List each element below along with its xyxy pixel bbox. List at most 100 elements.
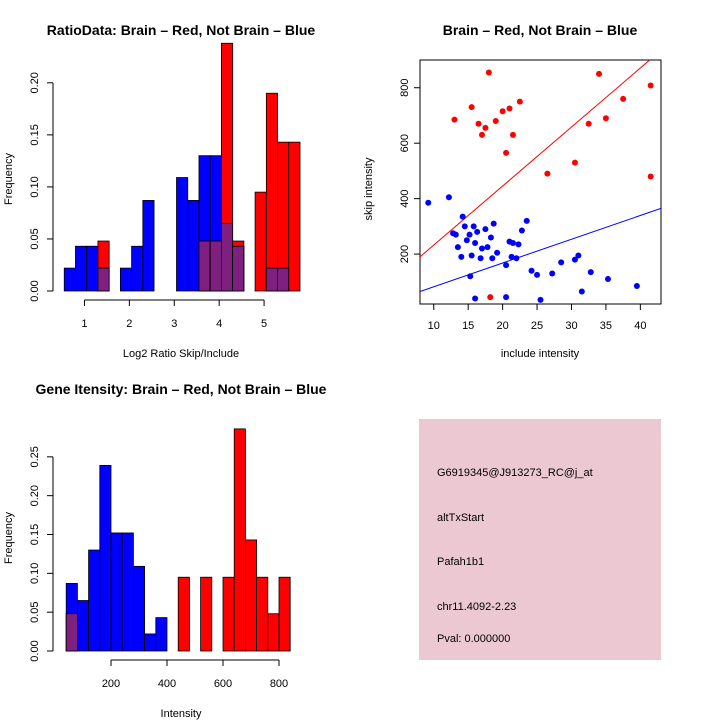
not-brain-point [461,223,468,230]
x-tick-label: 600 [214,678,232,690]
x-tick-label: 400 [158,678,176,690]
ratio-histogram-ylabel: Frequency [3,153,15,205]
not-brain-point [482,226,489,233]
ratio-histogram-axes: 1 2 3 4 5 0.00 0.05 0.10 0.15 0.20 [29,72,267,330]
y-tick-label: 200 [399,245,411,263]
y-tick-label: 0.10 [29,176,41,197]
brain-bar [254,191,267,292]
not-brain-point [513,255,520,262]
y-tick-label: 0.20 [29,72,41,93]
x-tick-label: 35 [600,320,612,332]
overlap-bar [265,267,278,292]
brain-point [478,131,485,138]
not-brain-point [490,220,497,227]
not-brain-bar [121,532,134,652]
not-brain-point [537,296,544,303]
y-tick-label: 0.05 [29,228,41,249]
brain-point [516,98,523,105]
not-brain-bar [119,267,133,292]
not-brain-point [472,240,479,246]
not-brain-point [523,217,530,224]
overlap-bar [198,240,211,292]
not-brain-point [454,244,461,251]
brain-point [620,95,627,102]
x-tick-label: 200 [102,678,120,690]
p-value: Pval: 0.000000 [437,633,510,645]
not-brain-point [633,282,640,289]
not-brain-point [503,262,510,269]
brain-point [647,173,654,180]
brain-point [487,294,494,301]
not-brain-bar [110,532,123,652]
probe-id: G6919345@J913273_RC@j_at [437,467,593,479]
not-brain-bar [88,549,101,652]
brain-point [475,120,482,127]
not-brain-bar [187,200,200,292]
not-brain-point [487,234,494,241]
x-tick-label: 40 [634,320,646,332]
not-brain-bar [86,245,99,292]
not-brain-bar [63,267,76,292]
not-brain-point [468,252,475,259]
overlap-bar [65,613,78,652]
not-brain-point [549,270,556,277]
y-tick-label: 0.05 [29,601,41,622]
overlap-bar [277,267,290,292]
gene-histogram-title: Gene Itensity: Brain – Red, Not Brain – … [36,381,327,397]
brain-bar [267,613,280,652]
brain-bar [200,576,213,652]
not-brain-bar [131,245,144,292]
not-brain-bar [77,600,90,652]
overlap-bar [209,240,222,292]
x-tick-label: 15 [462,320,474,332]
event-type: altTxStart [437,512,484,524]
not-brain-point [478,245,485,252]
not-brain-point [474,228,481,235]
brain-bar [278,576,291,652]
brain-bar [244,539,257,652]
not-brain-point [452,231,459,238]
gene-intensity-histogram: Gene Itensity: Brain – Red, Not Brain – … [3,381,327,720]
brain-point [585,120,592,127]
not-brain-bar [144,633,157,652]
not-brain-point [484,244,491,251]
not-brain-bar [176,177,189,292]
gene-histogram-bars [65,428,291,652]
not-brain-point [470,223,477,230]
not-brain-point [528,267,535,274]
not-brain-point [463,237,470,244]
not-brain-bar [142,200,155,292]
not-brain-bar [155,617,168,652]
not-brain-point [534,271,541,278]
brain-point [509,131,516,138]
brain-point [571,159,578,166]
brain-point [499,108,506,115]
not-brain-fit-line [420,207,661,292]
x-tick-label: 5 [261,318,267,330]
brain-point [482,124,489,131]
brain-bar [177,576,190,652]
x-tick-label: 2 [126,318,132,330]
not-brain-point [467,273,474,280]
ratio-histogram: RatioData: Brain – Red, Not Brain – Blue… [3,22,315,360]
y-tick-label: 0.25 [29,446,41,467]
y-tick-label: 0.20 [29,485,41,506]
overlap-bar [97,267,110,292]
not-brain-point [558,259,565,266]
brain-point [503,149,510,156]
brain-bar [222,576,235,652]
ratio-histogram-bars [63,42,301,292]
y-tick-label: 400 [399,189,411,207]
x-tick-label: 1 [81,318,87,330]
brain-point [506,105,513,112]
intensity-scatter: Brain – Red, Not Brain – Blue include in… [363,22,662,360]
not-brain-point [503,294,510,301]
y-tick-label: 0.15 [29,524,41,545]
y-tick-label: 0.15 [29,124,41,145]
not-brain-point [575,252,582,259]
brain-point [492,118,499,124]
not-brain-point [587,269,594,276]
ratio-histogram-title: RatioData: Brain – Red, Not Brain – Blue [47,22,316,38]
brain-bar [233,428,246,652]
x-tick-label: 20 [497,320,509,332]
